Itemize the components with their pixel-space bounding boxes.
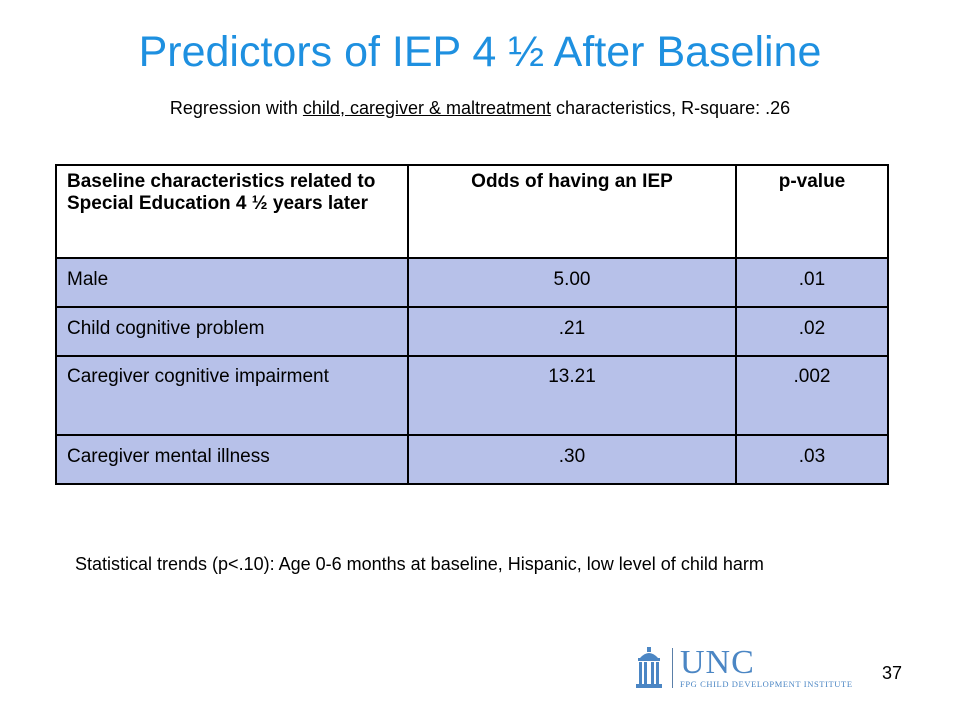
header-odds: Odds of having an IEP xyxy=(407,164,737,259)
logo-institute-text: FPG CHILD DEVELOPMENT INSTITUTE xyxy=(680,679,853,689)
row-odds: .21 xyxy=(407,306,737,357)
table-row: Child cognitive problem .21 .02 xyxy=(55,306,889,357)
row-odds: 5.00 xyxy=(407,257,737,308)
logo-divider xyxy=(672,648,673,688)
header-characteristics: Baseline characteristics related to Spec… xyxy=(55,164,409,259)
logo-unc-text: UNC xyxy=(680,644,755,681)
subtitle-prefix: Regression with xyxy=(169,98,303,118)
row-p-value: .02 xyxy=(735,306,889,357)
table-header-row: Baseline characteristics related to Spec… xyxy=(55,164,889,259)
table-row: Male 5.00 .01 xyxy=(55,257,889,308)
row-label: Caregiver cognitive impairment xyxy=(55,355,409,436)
statistical-trends-note: Statistical trends (p<.10): Age 0-6 mont… xyxy=(75,554,764,574)
slide-title: Predictors of IEP 4 ½ After Baseline xyxy=(138,28,822,76)
row-label: Caregiver mental illness xyxy=(55,434,409,485)
row-label: Child cognitive problem xyxy=(55,306,409,357)
subtitle-suffix: characteristics, R-square: .26 xyxy=(551,98,791,118)
header-p-value: p-value xyxy=(735,164,889,259)
row-label: Male xyxy=(55,257,409,308)
table-row: Caregiver cognitive impairment 13.21 .00… xyxy=(55,355,889,436)
row-p-value: .002 xyxy=(735,355,889,436)
predictors-table: Baseline characteristics related to Spec… xyxy=(55,164,889,485)
slide-number: 37 xyxy=(882,663,903,683)
row-odds: .30 xyxy=(407,434,737,485)
slide-subtitle: Regression with child, caregiver & maltr… xyxy=(0,98,960,119)
bell-tower-icon xyxy=(636,647,662,688)
subtitle-underlined: child, caregiver & maltreatment xyxy=(302,98,552,118)
row-odds: 13.21 xyxy=(407,355,737,436)
row-p-value: .01 xyxy=(735,257,889,308)
unc-fpg-logo: UNC FPG CHILD DEVELOPMENT INSTITUTE xyxy=(630,644,880,690)
table-row: Caregiver mental illness .30 .03 xyxy=(55,434,889,485)
row-p-value: .03 xyxy=(735,434,889,485)
